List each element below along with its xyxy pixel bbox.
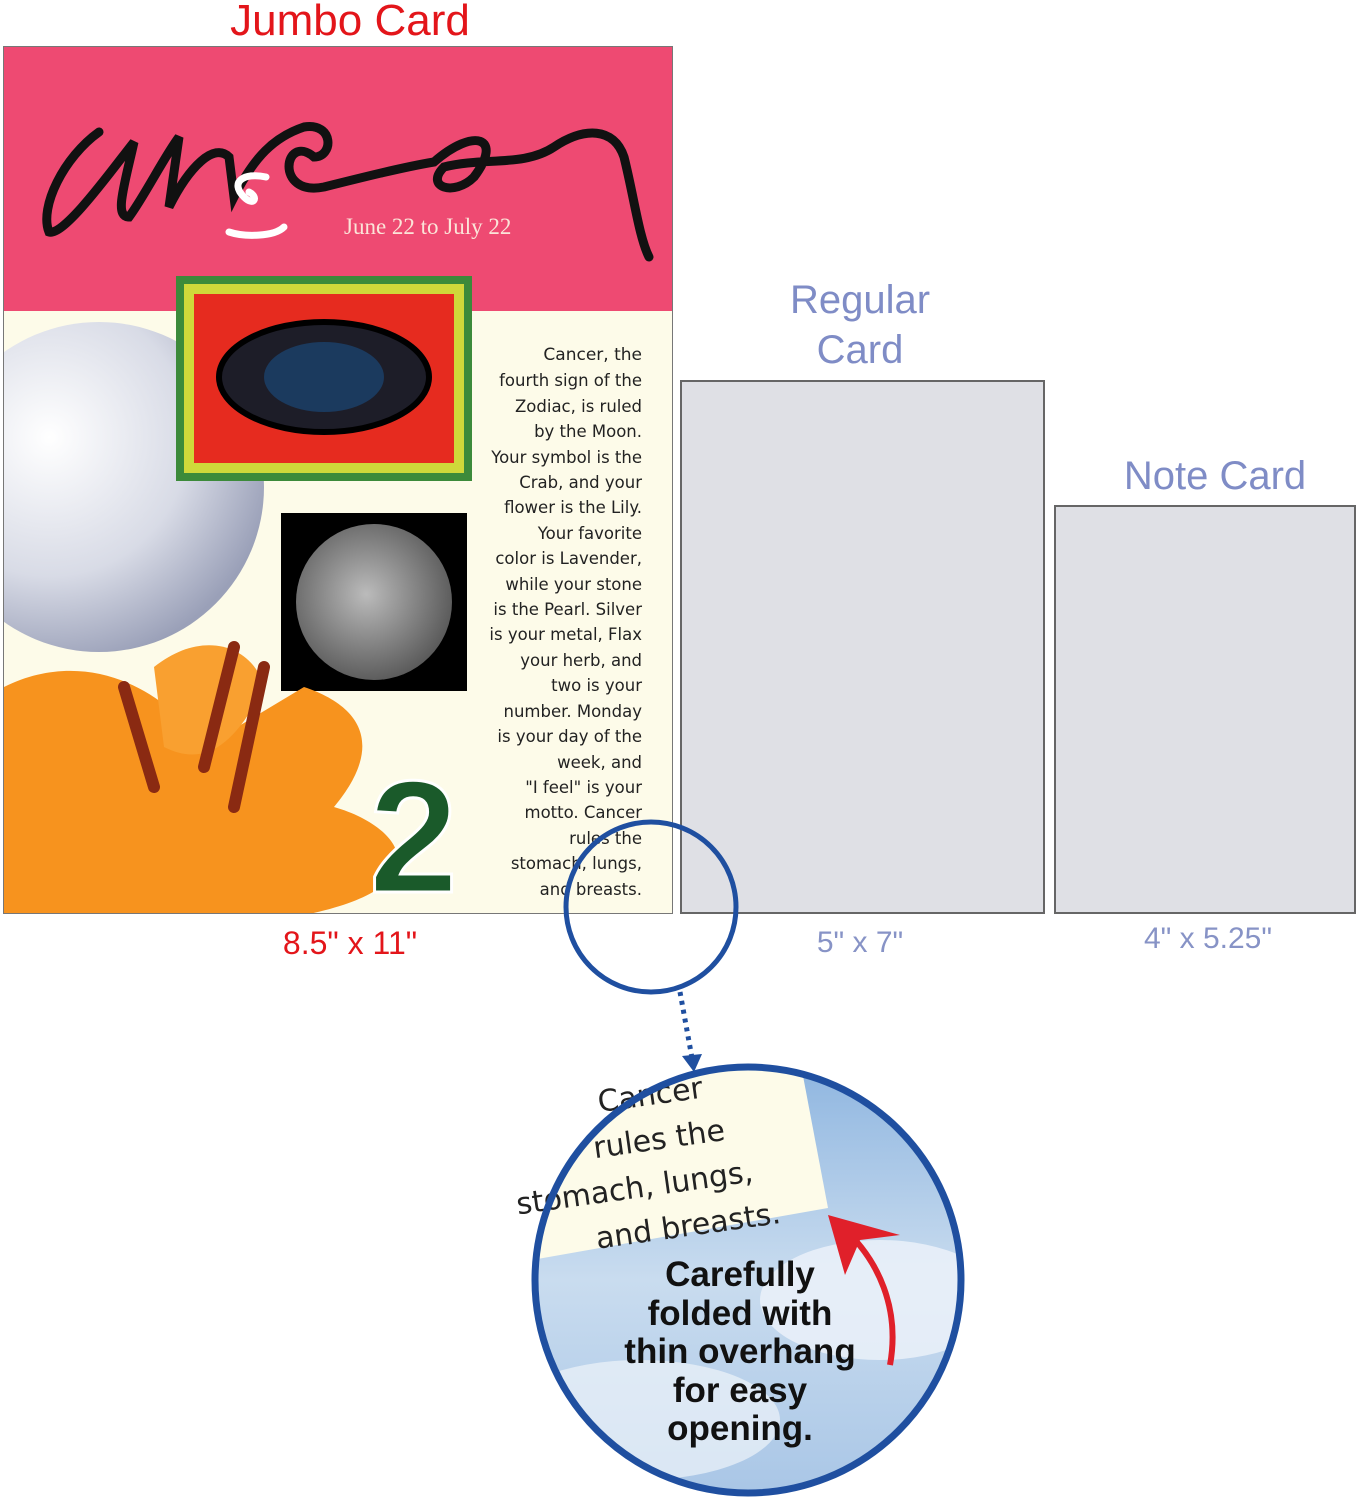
description-line: two is your <box>551 676 642 696</box>
card-artwork: 2 <box>4 122 654 914</box>
note-card <box>1054 505 1356 914</box>
zoom-line: rules the <box>591 1113 727 1166</box>
description-line: motto. Cancer <box>524 803 643 823</box>
cancer-glyph <box>225 172 288 239</box>
svg-text:Cancer rules the s: Cancer rules the stomach, lungs, and bre… <box>502 1062 783 1267</box>
description-line: Your favorite <box>537 523 642 543</box>
regular-card <box>680 380 1045 914</box>
description-line: stomach, lungs, <box>510 854 642 874</box>
description-line: by the Moon. <box>534 422 642 442</box>
regular-card-title: Regular Card <box>700 275 1020 375</box>
arrow-head <box>682 1054 702 1072</box>
description-line: flower is the Lily. <box>504 498 642 518</box>
note-size-label: 4" x 5.25" <box>1143 922 1273 955</box>
description-line: Your symbol is the <box>491 447 642 467</box>
zoomed-card-text: Cancer rules the stomach, lungs, and bre… <box>502 1062 783 1267</box>
zodiac-description: Cancer, the fourth sign of the Zodiac, is … <box>442 343 642 902</box>
caption-line: Carefully <box>665 1255 815 1294</box>
zoomed-card-paper <box>536 1068 828 1262</box>
caption-line: opening. <box>667 1409 813 1448</box>
regular-title-line2: Card <box>816 328 904 372</box>
number-2: 2 <box>369 747 458 914</box>
zoom-line: Cancer <box>596 1071 706 1120</box>
description-line: and breasts. <box>539 879 642 899</box>
description-line: fourth sign of the <box>499 371 642 391</box>
note-card-title: Note Card <box>1123 454 1307 498</box>
description-line: your herb, and <box>520 650 642 670</box>
description-line: is the Pearl. Silver <box>493 600 642 620</box>
caption-line: thin overhang <box>624 1332 856 1371</box>
zoom-line: stomach, lungs, <box>514 1155 755 1223</box>
description-line: rules the <box>569 828 642 848</box>
callout-caption: Carefully folded with thin overhang for … <box>560 1255 920 1449</box>
description-line: Cancer, the <box>543 345 642 365</box>
crab-patch <box>176 276 472 481</box>
moon-icon <box>296 524 452 680</box>
description-line: is your day of the <box>497 727 642 747</box>
jumbo-card: 2 June 22 to July 22 Cancer, the fourth s… <box>3 46 673 914</box>
description-line: color is Lavender, <box>495 549 642 569</box>
regular-size-label: 5" x 7" <box>816 926 904 959</box>
jumbo-size-label: 8.5" x 11" <box>282 925 418 961</box>
description-line: "I feel" is your <box>525 777 642 797</box>
dates-text: June 22 to July 22 <box>344 214 512 239</box>
description-line: week, and <box>557 752 642 772</box>
handwritten-cancer <box>42 122 654 262</box>
description-line: while your stone <box>505 574 642 594</box>
caption-line: folded with <box>647 1293 833 1333</box>
regular-title-line1: Regular <box>789 278 931 322</box>
lily-flower <box>4 641 398 913</box>
description-line: Zodiac, is ruled <box>514 396 642 416</box>
zoom-line: and breasts. <box>594 1196 783 1257</box>
description-line: is your metal, Flax <box>489 625 642 645</box>
dotted-arrow <box>677 991 695 1059</box>
jumbo-card-title: Jumbo Card <box>230 0 470 45</box>
caption-line: for easy <box>672 1370 808 1410</box>
description-line: number. Monday <box>503 701 642 721</box>
description-line: Crab, and your <box>519 473 642 493</box>
